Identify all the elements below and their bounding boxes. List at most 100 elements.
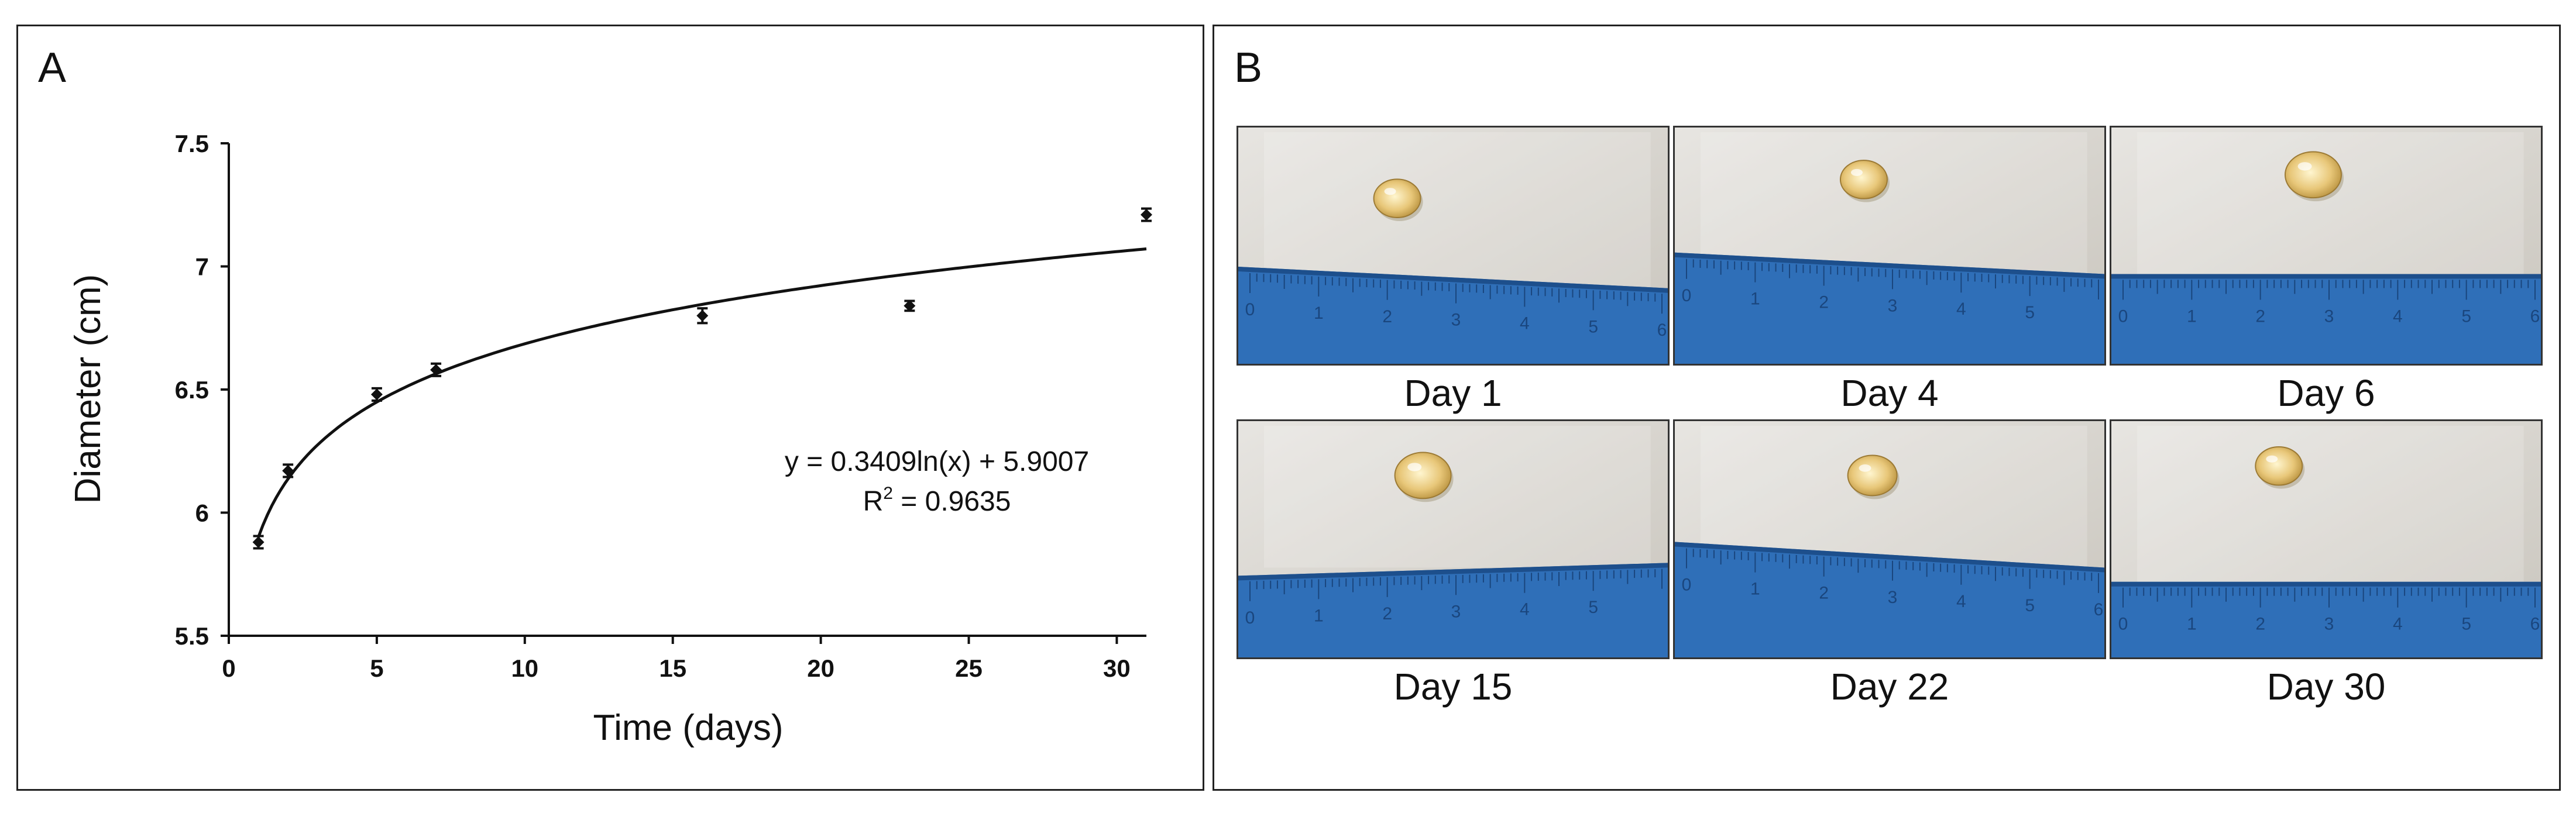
ruler-number: 6 bbox=[2094, 600, 2104, 619]
photo-day-1: 0 1 2 3 4 5 6 bbox=[1237, 126, 1670, 366]
y-tick-label: 6.5 bbox=[175, 376, 209, 404]
caption-day-22: Day 22 bbox=[1830, 666, 1949, 708]
x-axis-label: Time (days) bbox=[593, 708, 784, 748]
ruler-number: 5 bbox=[2025, 303, 2035, 322]
ruler-number: 2 bbox=[2255, 615, 2265, 634]
y-tick-label: 7.5 bbox=[175, 130, 209, 157]
data-point bbox=[1141, 209, 1152, 221]
ruler-number: 4 bbox=[2393, 615, 2403, 634]
data-point bbox=[252, 536, 265, 549]
ruler-number: 3 bbox=[1888, 588, 1898, 607]
ruler-edge bbox=[1675, 252, 2104, 279]
droplet bbox=[1373, 178, 1421, 218]
ruler-number: 1 bbox=[1314, 304, 1324, 323]
ruler-number: 2 bbox=[1819, 293, 1829, 312]
photo-day-15: 0 1 2 3 4 5 bbox=[1237, 419, 1670, 659]
droplet bbox=[2255, 446, 2303, 486]
data-point bbox=[904, 299, 916, 312]
caption-day-30: Day 30 bbox=[2266, 666, 2386, 708]
ruler-number: 0 bbox=[2118, 615, 2128, 634]
ruler bbox=[2111, 581, 2541, 657]
photo-day-6: 0 1 2 3 4 5 6 bbox=[2110, 126, 2543, 366]
caption-day-15: Day 15 bbox=[1393, 666, 1513, 708]
ruler-number: 0 bbox=[1682, 576, 1692, 595]
ruler-number: 6 bbox=[2530, 306, 2540, 326]
ruler-number: 5 bbox=[1588, 598, 1598, 617]
ruler-number: 4 bbox=[2393, 306, 2403, 326]
panel-b-label: B bbox=[1234, 44, 1263, 91]
ruler-number: 1 bbox=[1750, 580, 1760, 599]
glass-slide bbox=[1701, 132, 2087, 279]
ruler-edge bbox=[1238, 563, 1668, 581]
ruler-number: 1 bbox=[2187, 306, 2197, 326]
ruler-number: 0 bbox=[1682, 286, 1692, 305]
ruler-number: 3 bbox=[2324, 306, 2334, 326]
y-tick-label: 5.5 bbox=[175, 622, 209, 650]
ruler-number: 2 bbox=[1382, 307, 1392, 326]
chart-axes bbox=[228, 143, 1146, 637]
ruler-number: 4 bbox=[1520, 600, 1530, 619]
caption-day-6: Day 6 bbox=[2277, 372, 2375, 414]
x-tick-label: 20 bbox=[807, 654, 834, 682]
ruler-edge bbox=[1675, 542, 2104, 573]
glass-slide bbox=[2137, 426, 2524, 587]
ruler-edge bbox=[2111, 274, 2541, 279]
ruler-number: 5 bbox=[2025, 596, 2035, 615]
glass-slide bbox=[1264, 132, 1651, 293]
ruler bbox=[1675, 542, 2104, 657]
ruler-number: 4 bbox=[1956, 299, 1966, 319]
ruler-number: 3 bbox=[2324, 615, 2334, 634]
data-points bbox=[252, 207, 1152, 550]
ruler-number: 2 bbox=[2255, 306, 2265, 326]
photo-day-22: 0 1 2 3 4 5 6 bbox=[1673, 419, 2106, 659]
droplet-highlight bbox=[1850, 168, 1863, 176]
photo-image: 0 1 2 3 4 5 bbox=[1675, 128, 2104, 364]
r-squared-label: R2 = 0.9635 bbox=[863, 484, 1011, 517]
ruler-number: 3 bbox=[1451, 602, 1461, 621]
trendline-equation: y = 0.3409ln(x) + 5.9007 bbox=[785, 446, 1089, 477]
panel-a: A 0 5 10 15 20 25 30 5.5 6 6.5 7 7.5 Time (days) Di… bbox=[16, 25, 1204, 791]
y-tick-label: 7 bbox=[195, 253, 209, 281]
photo-day-30: 0 1 2 3 4 5 6 bbox=[2110, 419, 2543, 659]
ruler bbox=[1238, 267, 1668, 364]
chart-ticks: 0 5 10 15 20 25 30 5.5 6 6.5 7 7.5 bbox=[175, 130, 1131, 682]
ruler-number: 3 bbox=[1888, 296, 1898, 315]
ruler-number: 2 bbox=[1382, 604, 1392, 623]
droplet-highlight bbox=[2266, 455, 2278, 463]
droplet-highlight bbox=[1859, 464, 1871, 472]
x-tick-label: 25 bbox=[955, 654, 983, 682]
ruler-number: 1 bbox=[2187, 615, 2197, 634]
data-point bbox=[370, 388, 383, 401]
data-point bbox=[696, 309, 709, 322]
ruler-number: 1 bbox=[1750, 290, 1760, 309]
x-tick-label: 0 bbox=[222, 654, 235, 682]
y-tick-label: 6 bbox=[195, 499, 209, 527]
data-point bbox=[282, 464, 294, 477]
droplet bbox=[1839, 160, 1888, 199]
caption-day-4: Day 4 bbox=[1840, 372, 1939, 414]
ruler-number: 5 bbox=[2461, 306, 2471, 326]
ruler-number: 5 bbox=[1588, 317, 1598, 336]
diameter-chart: 0 5 10 15 20 25 30 5.5 6 6.5 7 7.5 Time (days) Diam… bbox=[68, 130, 1152, 748]
x-tick-label: 30 bbox=[1103, 654, 1131, 682]
ruler bbox=[1675, 252, 2104, 364]
caption-day-1: Day 1 bbox=[1404, 372, 1502, 414]
ruler-number: 1 bbox=[1314, 606, 1324, 625]
ruler-number: 4 bbox=[1956, 592, 1966, 611]
trendline-group bbox=[257, 247, 1147, 538]
photo-image: 0 1 2 3 4 5 6 bbox=[2111, 128, 2541, 364]
ruler-number: 0 bbox=[2118, 306, 2128, 326]
ruler-number: 0 bbox=[1245, 300, 1255, 319]
photo-image: 0 1 2 3 4 5 bbox=[1238, 421, 1668, 657]
ruler-number: 6 bbox=[2530, 615, 2540, 634]
ruler-number: 2 bbox=[1819, 584, 1829, 603]
x-tick-label: 10 bbox=[511, 654, 538, 682]
ruler-edge bbox=[1238, 267, 1668, 293]
ruler-number: 6 bbox=[1657, 321, 1667, 340]
photo-image: 0 1 2 3 4 5 6 bbox=[1238, 128, 1668, 364]
glass-slide bbox=[1264, 426, 1651, 568]
photo-image: 0 1 2 3 4 5 6 bbox=[1675, 421, 2104, 657]
panel-b: B 0 1 2 3 4 5 6 Day 1 0 1 2 3 4 5 Day 4 0 1 2 3 4 5 6 Day… bbox=[1213, 25, 2561, 791]
droplet-highlight bbox=[1384, 188, 1396, 195]
trendline bbox=[257, 247, 1147, 538]
